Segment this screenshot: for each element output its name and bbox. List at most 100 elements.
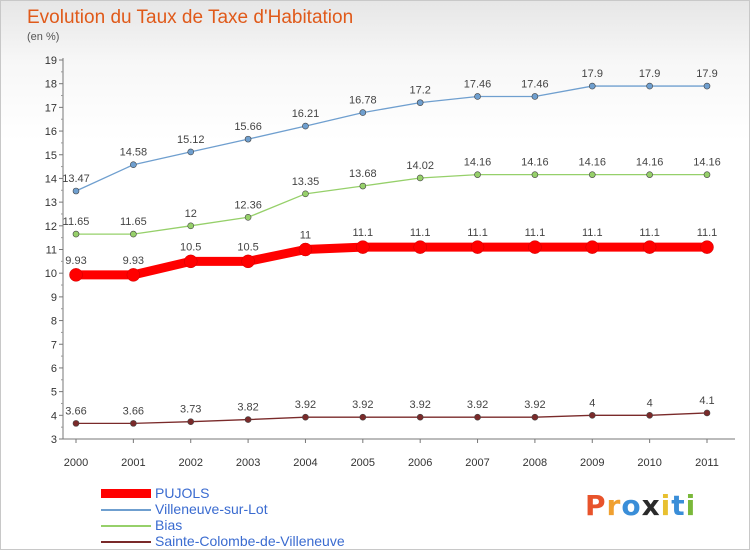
data-point [187, 222, 195, 230]
data-point [187, 148, 195, 156]
y-tick-label: 14 [45, 173, 57, 185]
data-point [187, 418, 195, 426]
data-label: 16.21 [292, 108, 320, 120]
data-point [302, 122, 309, 130]
data-label: 13.35 [292, 176, 320, 188]
data-point [646, 171, 653, 178]
data-point [244, 135, 252, 143]
data-label: 14.16 [693, 157, 721, 169]
data-label: 3.82 [237, 402, 258, 414]
data-label: 14.58 [120, 147, 148, 159]
x-tick-label: 2008 [523, 457, 547, 469]
y-tick-label: 4 [51, 410, 57, 422]
logo-letter: i [660, 489, 672, 522]
y-tick-label: 7 [51, 339, 57, 351]
data-point [588, 171, 596, 178]
x-tick-label: 2010 [637, 457, 661, 469]
data-label: 11.65 [63, 216, 90, 228]
data-label: 14.16 [464, 157, 492, 169]
data-point [126, 268, 141, 282]
data-label: 11.1 [582, 227, 603, 239]
data-label: 15.12 [177, 134, 205, 146]
data-point [585, 240, 600, 254]
series-line [75, 173, 708, 235]
legend-item: Bias [101, 517, 421, 533]
data-point [646, 412, 653, 419]
logo-letter: x [641, 489, 661, 522]
data-label: 11.1 [525, 227, 546, 239]
data-point [703, 82, 711, 90]
x-tick-label: 2000 [64, 457, 88, 469]
logo-letter: r [606, 489, 622, 522]
y-tick-label: 18 [45, 79, 57, 91]
x-tick-label: 2004 [293, 457, 317, 469]
data-label: 3.66 [123, 405, 144, 417]
y-tick-label: 15 [45, 150, 57, 162]
legend-swatch [101, 541, 151, 543]
data-point [72, 230, 80, 238]
y-tick-label: 8 [51, 316, 57, 328]
data-point [244, 416, 252, 423]
data-label: 13.68 [349, 168, 377, 180]
data-label: 12 [185, 208, 197, 220]
data-point [244, 213, 252, 221]
y-tick-label: 12 [45, 221, 57, 233]
logo-letter: o [621, 489, 642, 522]
y-tick-label: 9 [51, 292, 57, 304]
chart-unit: (en %) [27, 31, 60, 43]
chart-legend: PUJOLS Villeneuve-sur-Lot Bias Sainte-Colom… [101, 485, 421, 549]
data-label: 15.66 [234, 121, 262, 133]
data-point [359, 182, 367, 190]
data-label: 11.1 [639, 227, 660, 239]
data-label: 17.9 [639, 68, 660, 80]
data-point [72, 187, 80, 195]
data-label: 14.16 [579, 157, 607, 169]
data-point [298, 242, 313, 257]
data-label: 14.16 [521, 157, 549, 169]
data-label: 11.1 [467, 227, 488, 239]
data-label: 3.92 [352, 399, 373, 411]
x-tick-label: 2002 [178, 457, 202, 469]
data-label: 3.92 [295, 399, 316, 411]
data-label: 3.92 [409, 399, 430, 411]
x-tick-label: 2007 [465, 457, 489, 469]
legend-item: Sainte-Colombe-de-Villeneuve [101, 533, 421, 549]
data-point [413, 240, 427, 254]
chart-axes: 3 4 5 6 7 8 9 10 11 12 13 14 15 16 17 18 19 2000 2001 2002 2… [45, 55, 735, 469]
data-label: 11.1 [353, 227, 374, 239]
x-tick-label: 2001 [121, 457, 145, 469]
data-point [130, 161, 137, 168]
data-point [531, 413, 539, 421]
data-label: 17.46 [464, 78, 492, 90]
logo-letter: P [585, 489, 607, 522]
data-point [474, 93, 481, 100]
data-label: 11.1 [410, 227, 431, 239]
data-label: 17.9 [696, 68, 717, 80]
series-line [75, 85, 708, 192]
data-point [416, 174, 424, 182]
data-point [528, 240, 542, 254]
data-label: 9.93 [65, 255, 86, 267]
y-tick-label: 3 [51, 434, 57, 446]
x-tick-label: 2003 [236, 457, 260, 469]
data-label: 4.1 [699, 395, 714, 407]
y-tick-label: 19 [45, 55, 57, 67]
proxiti-logo: Proxiti [585, 489, 696, 522]
data-label: 3.66 [65, 405, 86, 417]
y-tick-label: 11 [46, 245, 57, 257]
y-tick-label: 16 [45, 126, 57, 138]
data-point [474, 413, 481, 421]
data-label: 11 [300, 230, 311, 242]
data-point [416, 99, 424, 106]
data-point [302, 190, 309, 198]
data-label: 14.16 [636, 157, 664, 169]
data-point [588, 82, 596, 90]
legend-label: Bias [155, 517, 183, 533]
data-point [416, 413, 424, 421]
data-label: 4 [647, 397, 653, 409]
series-line [71, 242, 712, 280]
legend-label: Sainte-Colombe-de-Villeneuve [155, 533, 345, 549]
data-label: 14.02 [406, 160, 434, 172]
chart-series [69, 82, 714, 427]
chart-title: Evolution du Taux de Taxe d'Habitation [27, 7, 354, 28]
